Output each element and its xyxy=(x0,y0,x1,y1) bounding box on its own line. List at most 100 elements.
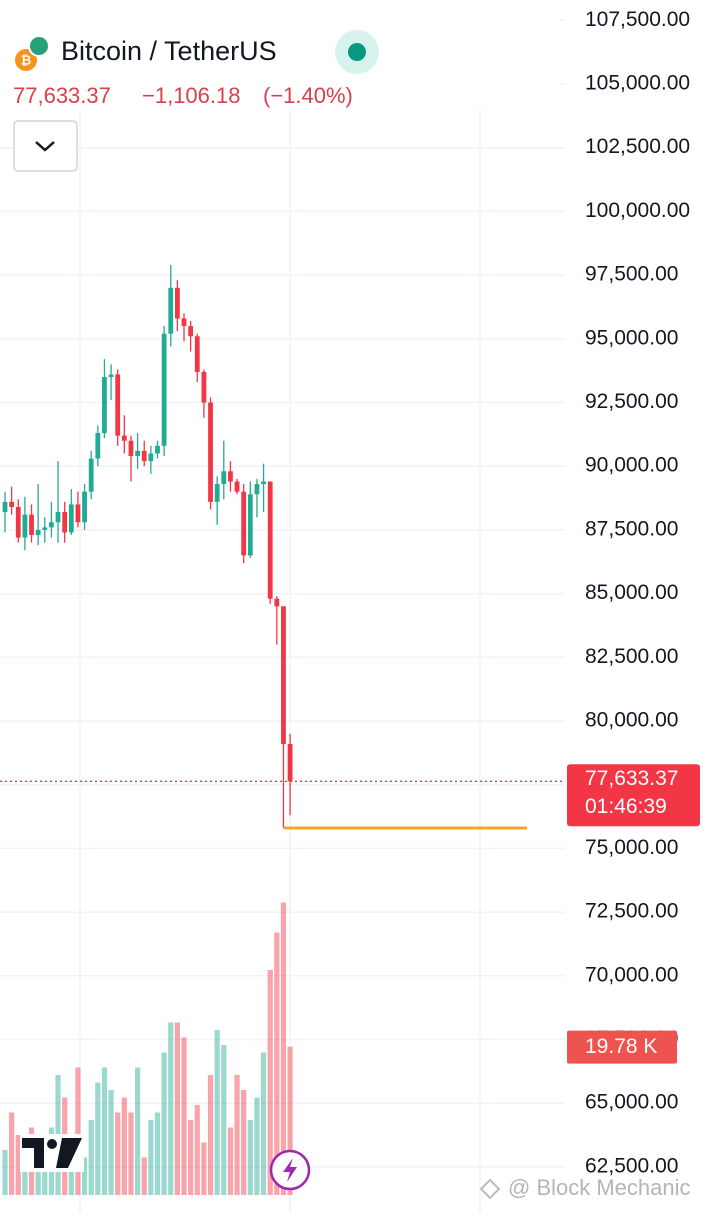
candle-body xyxy=(55,512,61,523)
status-dot xyxy=(348,43,366,61)
y-tick-label: 65,000.00 xyxy=(585,1091,678,1114)
volume-bar xyxy=(241,1090,247,1195)
candle-body xyxy=(194,336,200,372)
volume-bar xyxy=(115,1112,121,1195)
volume-bar xyxy=(181,1037,187,1195)
volume-bar xyxy=(42,1157,48,1195)
volume-bar xyxy=(9,1112,15,1195)
candle-body xyxy=(75,504,81,523)
chart-title: Bitcoin / TetherUS xyxy=(61,36,277,66)
volume-bar xyxy=(234,1075,240,1195)
candle-body xyxy=(274,598,280,607)
candle-body xyxy=(95,433,101,459)
candle-body xyxy=(148,453,154,462)
volume-bar xyxy=(128,1112,134,1195)
candle-body xyxy=(128,440,134,457)
candle-body xyxy=(155,445,160,454)
candle-body xyxy=(115,374,121,436)
volume-bar xyxy=(201,1142,207,1195)
candle-body xyxy=(201,371,207,403)
candle-body xyxy=(234,481,240,492)
volume-bar xyxy=(2,1150,8,1195)
y-tick-label: 102,500.00 xyxy=(585,135,690,158)
candle-body xyxy=(254,484,260,495)
candle-body xyxy=(174,287,180,319)
volume-bar xyxy=(194,1105,200,1195)
volume-bar xyxy=(75,1067,81,1195)
volume-bar xyxy=(221,1045,227,1195)
volume-bar xyxy=(121,1097,127,1195)
volume-bar xyxy=(22,1157,28,1195)
volume-badge-label: 19.78 K xyxy=(585,1035,657,1058)
y-tick-label: 87,500.00 xyxy=(585,517,678,540)
candle-body xyxy=(267,481,273,599)
volume-bar xyxy=(227,1127,234,1195)
y-tick-label: 62,500.00 xyxy=(585,1154,678,1177)
volume-bar xyxy=(280,902,287,1195)
candle-body xyxy=(68,504,74,533)
usdt-icon xyxy=(28,35,50,57)
candle-body xyxy=(281,606,286,744)
volume-bar xyxy=(154,1112,161,1195)
candle-body xyxy=(22,514,28,538)
volume-bar xyxy=(214,1030,220,1195)
dropdown-button[interactable] xyxy=(13,120,78,172)
btc-icon xyxy=(15,49,37,71)
price-badge-countdown: 01:46:39 xyxy=(585,795,667,818)
volume-bar xyxy=(274,932,280,1195)
candle-body xyxy=(287,743,293,782)
volume-bar xyxy=(287,1046,293,1195)
y-tick-label: 100,000.00 xyxy=(585,199,690,222)
candle-body xyxy=(88,458,94,492)
chevron xyxy=(35,141,55,152)
header-price: 77,633.37 xyxy=(13,83,111,108)
candle-body xyxy=(29,514,34,535)
y-tick-label: 90,000.00 xyxy=(585,454,678,477)
candle-body xyxy=(247,494,253,556)
candle-body xyxy=(15,506,21,538)
volume-bar xyxy=(260,1052,267,1195)
watermark-icon xyxy=(479,1178,501,1200)
lightning-icon xyxy=(283,1158,297,1182)
candle-body xyxy=(181,318,187,327)
price-badge-value: 77,633.37 xyxy=(585,767,678,790)
y-tick-label: 92,500.00 xyxy=(585,390,678,413)
btc-symbol: ₿ xyxy=(21,52,32,67)
volume-bar xyxy=(95,1082,101,1195)
volume-badge xyxy=(567,1030,677,1064)
candle-body xyxy=(121,435,127,441)
badges: 77,633.37 01:46:39 19.78 K xyxy=(567,764,700,1064)
candle-body xyxy=(161,333,167,446)
volume-bar xyxy=(81,1157,88,1195)
y-tick-label: 70,000.00 xyxy=(585,963,678,986)
header-bg xyxy=(0,0,560,110)
candle-body xyxy=(208,402,213,502)
volume-bar xyxy=(168,1022,174,1195)
candle-body xyxy=(62,512,68,533)
candle-body xyxy=(168,287,174,334)
volume-bar xyxy=(174,1022,180,1195)
y-tick-label: 80,000.00 xyxy=(585,709,678,732)
volume-bar xyxy=(101,1067,108,1195)
y-tick-label: 107,500.00 xyxy=(585,8,690,31)
volume-bar xyxy=(254,1097,260,1195)
candle-body xyxy=(228,471,233,482)
price-badge xyxy=(567,764,700,827)
header-change: −1,106.18 xyxy=(142,83,240,108)
header-change-pct: (−1.40%) xyxy=(263,83,353,108)
volume-bar xyxy=(188,1120,194,1195)
candle-body xyxy=(2,501,8,513)
candle-body xyxy=(35,529,41,535)
candle-body xyxy=(108,374,114,378)
volume-bar xyxy=(88,1120,94,1195)
y-tick-label: 85,000.00 xyxy=(585,581,678,604)
candle-body xyxy=(42,527,48,530)
volume-bar xyxy=(141,1157,147,1195)
volume-bar xyxy=(15,1135,21,1195)
candle-body xyxy=(188,326,194,337)
y-tick-label: 82,500.00 xyxy=(585,645,678,668)
candle-body xyxy=(135,450,140,457)
logo-v xyxy=(56,1138,82,1168)
y-tick-label: 97,500.00 xyxy=(585,263,678,286)
